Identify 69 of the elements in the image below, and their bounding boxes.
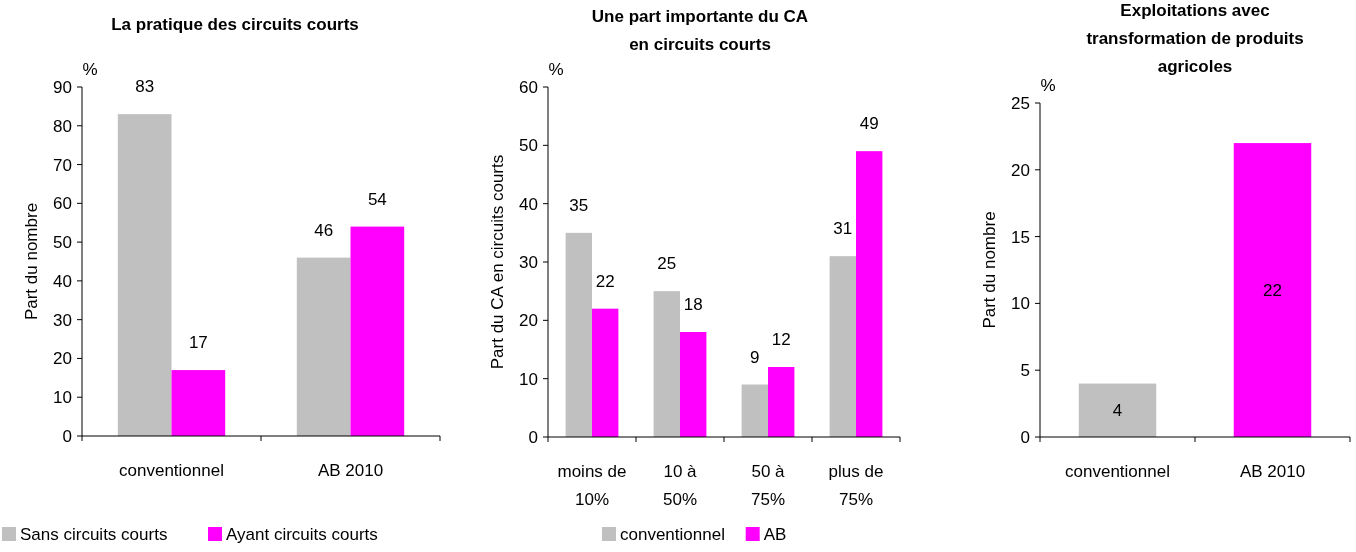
chart-title: La pratique des circuits courts — [111, 15, 359, 34]
legend-label: conventionnel — [620, 525, 725, 544]
bar — [171, 370, 226, 436]
bar — [117, 114, 172, 436]
y-tick-label: 20 — [53, 349, 72, 369]
data-label: 31 — [833, 219, 853, 239]
y-axis-title: Part du nombre — [980, 211, 999, 329]
data-label: 83 — [135, 77, 155, 97]
data-label: 9 — [750, 347, 760, 367]
x-tick-label: 10 à 50% — [662, 462, 698, 509]
data-label: 18 — [683, 295, 703, 314]
bar — [350, 226, 405, 436]
bar — [768, 367, 795, 437]
x-tick-label: AB 2010 — [317, 461, 384, 480]
x-tick-label: conventionnel — [119, 461, 224, 480]
data-label: 17 — [188, 333, 208, 353]
data-label: 25 — [657, 254, 677, 274]
bar — [856, 151, 883, 437]
y-tick-label: 0 — [1020, 428, 1030, 447]
data-label: 22 — [595, 271, 615, 291]
bar — [592, 308, 619, 437]
bar — [829, 256, 856, 437]
chart-title: Une part importante du CA en circuits courts — [591, 7, 809, 54]
data-label: 49 — [859, 114, 879, 134]
y-tick-label: 30 — [519, 253, 538, 272]
y-tick-label: 15 — [1011, 227, 1030, 247]
legend-label: Ayant circuits courts — [226, 525, 378, 544]
y-tick-label: 60 — [53, 194, 72, 214]
y-tick-label: 10 — [53, 388, 72, 408]
y-tick-label: 0 — [528, 428, 538, 447]
data-label: 22 — [1263, 281, 1282, 301]
text: % — [1040, 76, 1056, 95]
y-tick-label: 10 — [1011, 294, 1030, 314]
y-tick-label: 50 — [53, 233, 72, 253]
y-tick-label: 50 — [519, 136, 538, 156]
y-tick-label: 5 — [1020, 361, 1030, 381]
y-tick-label: 10 — [519, 369, 538, 389]
data-label: 12 — [771, 330, 791, 349]
y-tick-label: 20 — [519, 311, 538, 331]
y-tick-label: 60 — [519, 78, 538, 97]
y-tick-label: 70 — [53, 155, 72, 175]
x-tick-label: plus de 75% — [828, 462, 884, 509]
bar — [653, 291, 680, 437]
y-tick-label: 20 — [1011, 160, 1030, 180]
y-axis-title: Part du nombre — [22, 202, 41, 321]
y-tick-label: 40 — [519, 194, 538, 214]
y-tick-label: 40 — [53, 271, 72, 291]
x-tick-label: conventionnel — [1065, 462, 1170, 481]
legend-label: Sans circuits courts — [20, 525, 168, 544]
data-label: 54 — [367, 189, 387, 209]
legend-label: AB — [763, 525, 787, 544]
x-tick-label: AB 2010 — [1239, 462, 1306, 481]
y-tick-label: 90 — [53, 78, 72, 97]
y-tick-label: 0 — [62, 427, 72, 446]
bar — [741, 384, 768, 437]
y-axis-title: Part du CA en circuits courts — [488, 154, 507, 370]
bar — [680, 332, 707, 437]
text: % — [548, 60, 564, 79]
bar — [296, 257, 351, 436]
text: % — [82, 60, 98, 79]
y-tick-label: 25 — [1011, 94, 1030, 113]
data-label: 4 — [1112, 401, 1123, 421]
y-tick-label: 80 — [53, 116, 72, 136]
data-label: 35 — [569, 195, 589, 215]
y-tick-label: 30 — [53, 310, 72, 330]
data-label: 46 — [314, 220, 334, 240]
chart-title: Exploitations avec transformation de produits agricoles — [1086, 1, 1304, 76]
bar — [565, 232, 592, 437]
x-tick-label: 50 à 75% — [750, 462, 786, 509]
